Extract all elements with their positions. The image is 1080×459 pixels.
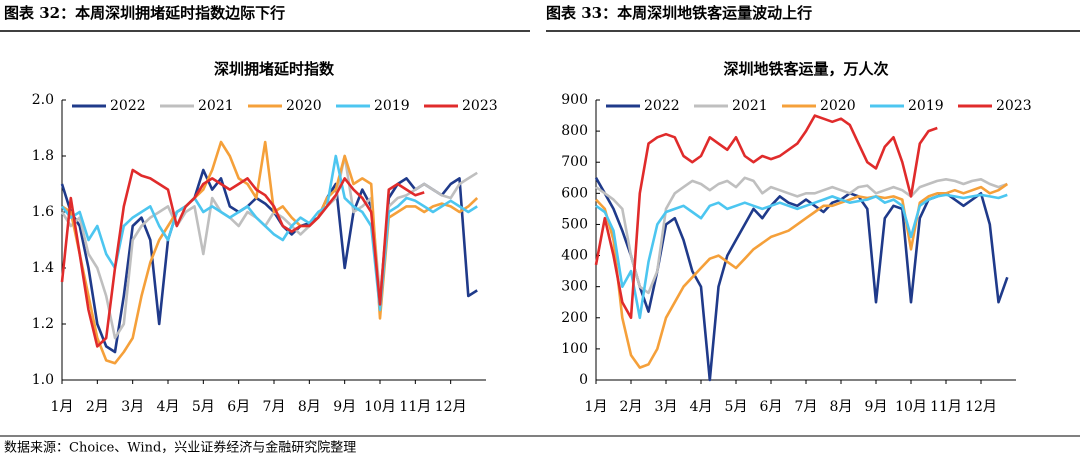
legend-label: 2020 <box>820 98 856 114</box>
y-tick-label: 600 <box>561 185 588 201</box>
series-line <box>60 168 478 354</box>
x-tick-label: 12月 <box>435 399 467 415</box>
x-tick-label: 3月 <box>655 399 678 415</box>
x-tick-label: 10月 <box>895 399 927 415</box>
y-tick-label: 900 <box>561 92 588 108</box>
series-line <box>595 182 1009 369</box>
y-tick-label: 700 <box>561 154 588 170</box>
x-tick-label: 8月 <box>298 399 321 415</box>
series-line <box>60 168 425 348</box>
legend-label: 2019 <box>374 98 410 114</box>
x-tick-label: 11月 <box>399 399 431 415</box>
x-tick-label: 1月 <box>585 399 608 415</box>
x-tick-label: 4月 <box>157 399 180 415</box>
y-tick-label: 500 <box>561 216 588 232</box>
x-tick-label: 12月 <box>965 399 997 415</box>
y-tick-label: 400 <box>561 248 588 264</box>
y-tick-label: 1.4 <box>32 260 54 276</box>
chart-title: 深圳拥堵延时指数 <box>214 60 335 78</box>
x-tick-label: 7月 <box>795 399 818 415</box>
series-line <box>61 140 479 365</box>
x-tick-label: 6月 <box>760 399 783 415</box>
y-tick-label: 2.0 <box>32 92 54 108</box>
caption: 图表 33：本周深圳地铁客运量波动上行 <box>546 4 812 22</box>
legend-label: 2020 <box>286 98 322 114</box>
y-tick-label: 800 <box>561 123 588 139</box>
caption: 图表 32：本周深圳拥堵延时指数边际下行 <box>4 4 285 22</box>
x-tick-label: 11月 <box>930 399 962 415</box>
legend-label: 2021 <box>732 98 768 114</box>
chart-title: 深圳地铁客运量，万人次 <box>723 60 888 78</box>
series-line <box>60 154 478 340</box>
x-tick-label: 3月 <box>121 399 144 415</box>
source: 数据来源：Choice、Wind，兴业证券经济与金融研究院整理 <box>4 440 356 456</box>
x-tick-label: 4月 <box>690 399 713 415</box>
y-tick-label: 1.6 <box>32 204 54 220</box>
legend-label: 2019 <box>908 98 944 114</box>
x-tick-label: 10月 <box>364 399 396 415</box>
y-tick-label: 0 <box>579 372 588 388</box>
legend-label: 2022 <box>644 98 680 114</box>
y-tick-label: 300 <box>561 279 588 295</box>
series-line <box>595 193 1008 320</box>
y-tick-label: 1.2 <box>32 316 54 332</box>
y-tick-label: 100 <box>561 341 588 357</box>
x-tick-label: 9月 <box>865 399 888 415</box>
legend-label: 2022 <box>110 98 146 114</box>
series-line <box>595 176 1008 295</box>
x-tick-label: 5月 <box>192 399 215 415</box>
y-tick-label: 200 <box>561 310 588 326</box>
legend-label: 2023 <box>996 98 1032 114</box>
x-tick-label: 9月 <box>333 399 356 415</box>
series-line <box>60 154 478 312</box>
x-tick-label: 2月 <box>620 399 643 415</box>
y-tick-label: 1.0 <box>32 372 54 388</box>
y-tick-label: 1.8 <box>32 148 54 164</box>
x-tick-label: 6月 <box>227 399 250 415</box>
series-line <box>594 114 938 320</box>
legend-label: 2021 <box>198 98 234 114</box>
x-tick-label: 5月 <box>725 399 748 415</box>
x-tick-label: 8月 <box>830 399 853 415</box>
legend-label: 2023 <box>462 98 498 114</box>
x-tick-label: 2月 <box>86 399 109 415</box>
x-tick-label: 7月 <box>263 399 286 415</box>
x-tick-label: 1月 <box>51 399 74 415</box>
